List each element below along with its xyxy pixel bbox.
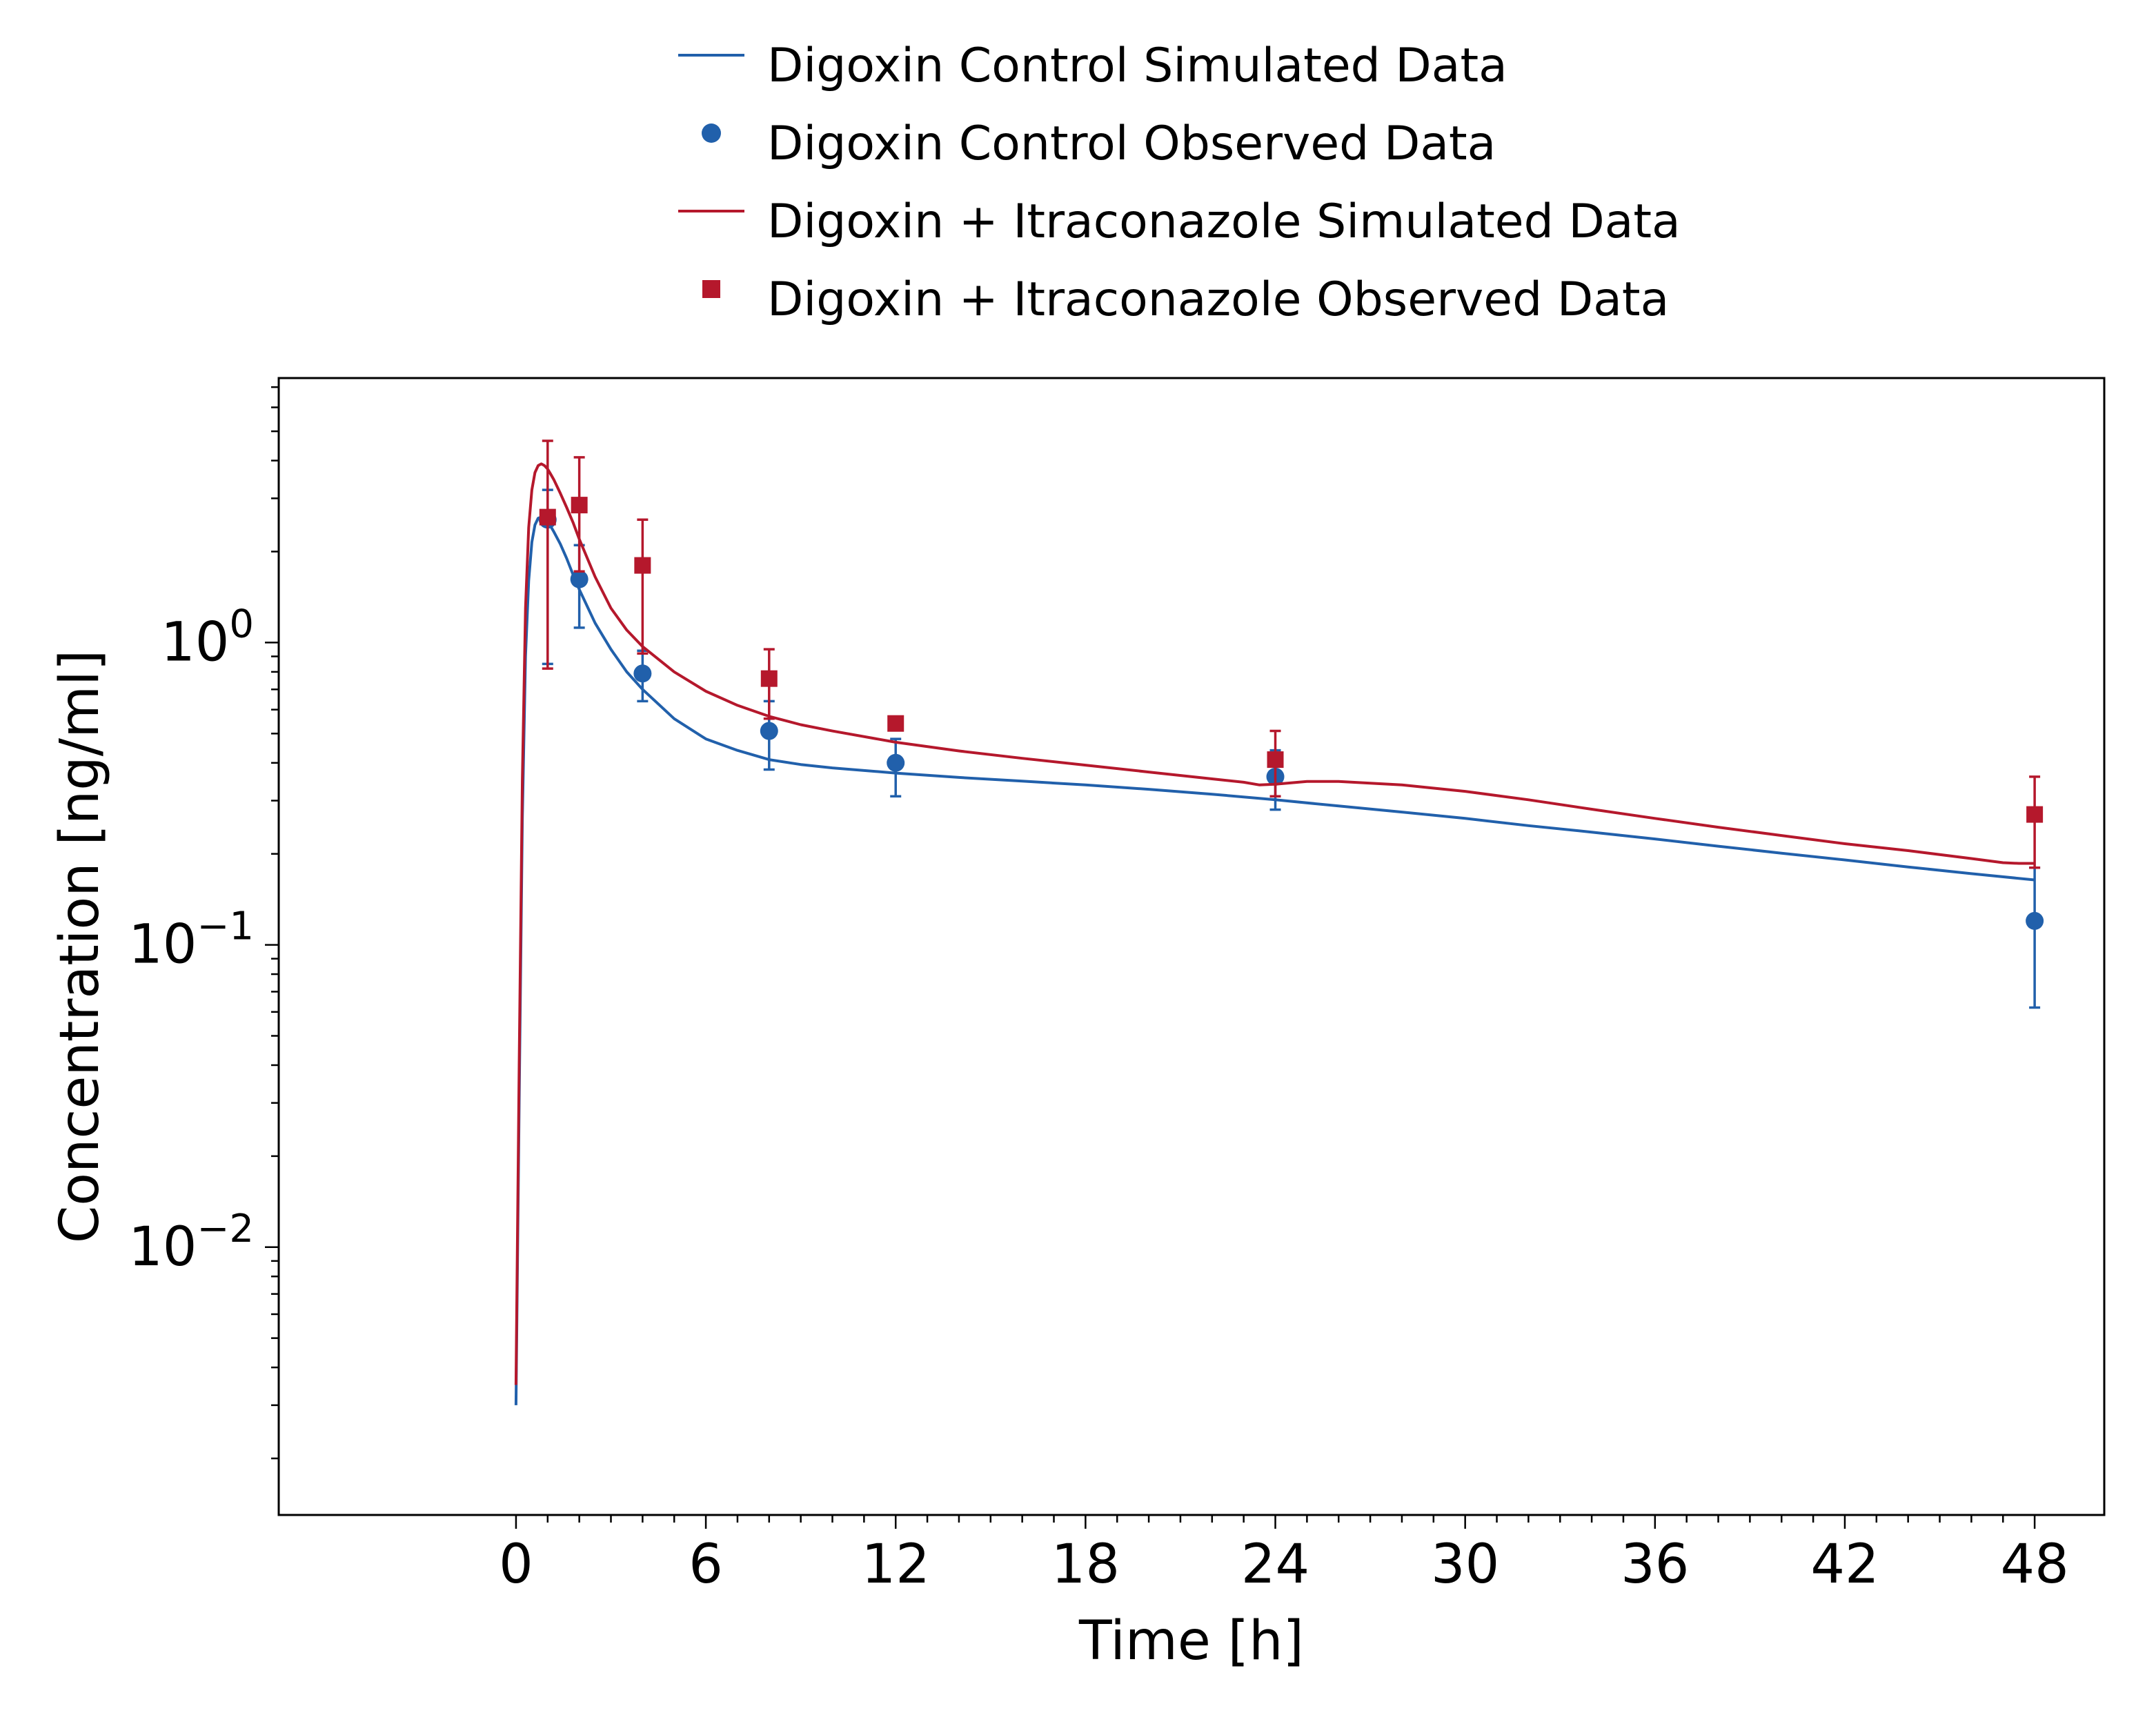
x-tick-label: 30: [1431, 1534, 1499, 1596]
data-point: [760, 670, 778, 687]
x-tick-label: 0: [499, 1534, 533, 1596]
x-axis: 0 6 12 18 24 30 36 42 48: [499, 1515, 2069, 1596]
x-tick-label: 24: [1241, 1534, 1309, 1596]
y-axis: 100 10−1 10−2: [128, 386, 279, 1460]
data-point: [887, 715, 904, 732]
data-point: [760, 722, 778, 740]
data-point: [2026, 911, 2044, 930]
legend-label-itra-obs: Digoxin + Itraconazole Observed Data: [767, 273, 1669, 327]
x-tick-label: 6: [689, 1534, 723, 1596]
legend-label-control-obs: Digoxin Control Observed Data: [767, 117, 1496, 171]
data-point: [887, 753, 905, 772]
y-axis-label: Concentration [ng/ml]: [49, 650, 111, 1243]
legend-label-control-sim: Digoxin Control Simulated Data: [767, 39, 1507, 93]
series-line-0: [514, 515, 2035, 1405]
x-tick-label: 48: [2000, 1534, 2068, 1596]
data-point: [571, 497, 588, 514]
data-point: [2026, 806, 2044, 823]
y-tick-label: 10−2: [128, 1207, 254, 1278]
legend-swatch-control-obs: [702, 123, 721, 143]
x-tick-label: 36: [1621, 1534, 1689, 1596]
x-tick-label: 18: [1051, 1534, 1120, 1596]
series-line-2: [514, 462, 2035, 1385]
data-point: [570, 570, 589, 588]
x-axis-label: Time [h]: [1078, 1610, 1304, 1672]
data-point: [634, 557, 651, 574]
x-tick-label: 42: [1810, 1534, 1879, 1596]
x-tick-label: 12: [862, 1534, 930, 1596]
series-layer: [514, 439, 2044, 1405]
legend-label-itra-sim: Digoxin + Itraconazole Simulated Data: [767, 195, 1681, 249]
data-point: [1267, 751, 1284, 769]
data-point: [539, 508, 556, 526]
y-tick-label: 10−1: [128, 904, 254, 976]
y-tick-label: 100: [161, 602, 254, 673]
plot-area-frame: [277, 377, 2106, 1516]
data-point: [633, 664, 652, 683]
legend-swatch-itra-obs: [702, 280, 720, 298]
legend: Digoxin Control Simulated Data Digoxin C…: [678, 39, 1681, 327]
